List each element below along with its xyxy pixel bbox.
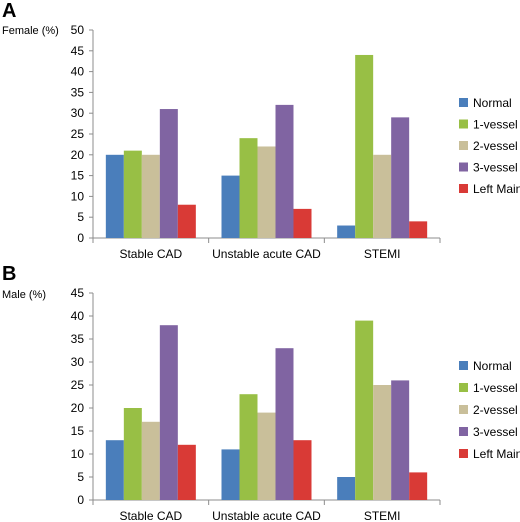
panel-b-y-tick-label: 35 bbox=[71, 332, 85, 346]
panel-b-y-axis-label: Male (%) bbox=[2, 289, 46, 301]
panel-a-bar-3-vessel bbox=[159, 109, 178, 238]
panel-b-bar-normal bbox=[337, 477, 356, 500]
panel-a-legend-swatch bbox=[459, 98, 468, 107]
panel-a-chart: A Female (%) 0 5 10 15 20 25 30 35 40 45 50 Stable CA… bbox=[2, 0, 520, 261]
panel-a-y-axis-label: Female (%) bbox=[2, 25, 59, 37]
panel-b-y-tick-label: 5 bbox=[77, 470, 84, 484]
panel-a-bar-left-main bbox=[409, 221, 428, 238]
panel-a-legend-label: 2-vessel bbox=[473, 139, 518, 153]
panel-b-bar-2-vessel bbox=[257, 412, 276, 500]
panel-b-legend-label: 1-vessel bbox=[473, 381, 518, 395]
panel-b-category-label: STEMI bbox=[364, 509, 401, 522]
panel-a-bar-3-vessel bbox=[275, 104, 294, 238]
panel-a-y-tick-label: 25 bbox=[71, 127, 85, 141]
panel-a-bar-2-vessel bbox=[373, 154, 392, 238]
panel-b-legend-swatch bbox=[459, 405, 468, 414]
panel-a-bar-1-vessel bbox=[123, 150, 142, 238]
panel-a-bar-normal bbox=[337, 225, 356, 238]
panel-a-bar-left-main bbox=[293, 208, 312, 238]
panel-b-legend-swatch bbox=[459, 383, 468, 392]
panel-b-legend-swatch bbox=[459, 361, 468, 370]
panel-b-y-tick-label: 15 bbox=[71, 424, 85, 438]
panel-b-bar-normal bbox=[105, 440, 124, 500]
panel-b-legend-swatch bbox=[459, 427, 468, 436]
panel-b-y-tick-label: 0 bbox=[77, 493, 84, 507]
panel-a-bar-2-vessel bbox=[257, 146, 276, 238]
panel-a-y-tick-label: 0 bbox=[77, 231, 84, 245]
panel-b-bar-left-main bbox=[177, 444, 196, 500]
panel-a-legend-swatch bbox=[459, 162, 468, 172]
panel-b-bar-1-vessel bbox=[355, 320, 374, 500]
panel-b-legend-label: 3-vessel bbox=[473, 425, 518, 439]
panel-a-bar-2-vessel bbox=[141, 154, 160, 238]
panel-b-chart: B Male (%) 0 5 10 15 20 25 30 35 40 45 Stable CAD Uns… bbox=[2, 263, 520, 522]
panel-b-bar-2-vessel bbox=[373, 385, 392, 500]
panel-a-legend-swatch bbox=[459, 184, 468, 193]
panel-b-y-tick-label: 30 bbox=[71, 355, 85, 369]
panel-a-legend-label: Left Main bbox=[473, 182, 520, 196]
panel-b-y-tick-label: 10 bbox=[71, 447, 85, 461]
panel-a-bar-normal bbox=[221, 175, 240, 238]
panel-a-bar-1-vessel bbox=[355, 54, 374, 239]
panel-a-legend-label: 1-vessel bbox=[473, 118, 518, 132]
panel-b-legend-label: 2-vessel bbox=[473, 403, 518, 417]
panel-b-bar-2-vessel bbox=[141, 421, 160, 500]
panel-b-category-label: Stable CAD bbox=[119, 509, 182, 522]
panel-b-y-tick-label: 40 bbox=[71, 309, 85, 323]
panel-a-legend-swatch bbox=[459, 141, 468, 150]
panel-b-bar-normal bbox=[221, 449, 240, 500]
panel-b-y-tick-label: 20 bbox=[71, 401, 85, 415]
panel-a-category-label: STEMI bbox=[364, 247, 401, 261]
panel-a-bar-3-vessel bbox=[391, 117, 410, 238]
panel-a-y-tick-label: 15 bbox=[71, 169, 85, 183]
panel-a-letter: A bbox=[2, 0, 16, 22]
panel-b-bar-1-vessel bbox=[123, 408, 142, 500]
panel-a-legend-label: Normal bbox=[473, 96, 512, 110]
panel-a-y-tick-label: 5 bbox=[77, 210, 84, 224]
panel-a-y-tick-label: 40 bbox=[71, 65, 85, 79]
panel-b-letter: B bbox=[2, 263, 16, 285]
panel-b-bar-3-vessel bbox=[391, 380, 410, 500]
panel-b-legend-label: Normal bbox=[473, 359, 512, 373]
panel-a-category-label: Stable CAD bbox=[119, 247, 182, 261]
panel-b-bar-3-vessel bbox=[275, 348, 294, 500]
panel-a-legend-swatch bbox=[459, 119, 468, 129]
panel-b-bar-3-vessel bbox=[159, 325, 178, 500]
panel-a-y-tick-label: 30 bbox=[71, 106, 85, 120]
panel-b-bar-left-main bbox=[293, 440, 312, 500]
panel-a-y-tick-label: 35 bbox=[71, 85, 85, 99]
panel-b-y-tick-label: 25 bbox=[71, 378, 85, 392]
panel-a-bar-normal bbox=[105, 154, 124, 238]
panel-a-y-tick-label: 10 bbox=[71, 189, 85, 203]
panel-a-bar-left-main bbox=[177, 204, 196, 238]
panel-a-y-tick-label: 45 bbox=[71, 44, 85, 58]
panel-b-bar-1-vessel bbox=[239, 394, 258, 500]
panel-a-y-tick-label: 50 bbox=[71, 23, 85, 37]
panel-a-y-tick-label: 20 bbox=[71, 148, 85, 162]
panel-a-bar-1-vessel bbox=[239, 138, 258, 238]
panel-b-legend-swatch bbox=[459, 449, 468, 458]
panel-b-category-label: Unstable acute CAD bbox=[212, 509, 321, 522]
panel-a-legend-label: 3-vessel bbox=[473, 161, 518, 175]
panel-b-bar-left-main bbox=[409, 472, 428, 500]
panel-b-legend-label: Left Main bbox=[473, 447, 520, 461]
panel-a-category-label: Unstable acute CAD bbox=[212, 247, 321, 261]
panel-b-y-tick-label: 45 bbox=[71, 286, 85, 300]
